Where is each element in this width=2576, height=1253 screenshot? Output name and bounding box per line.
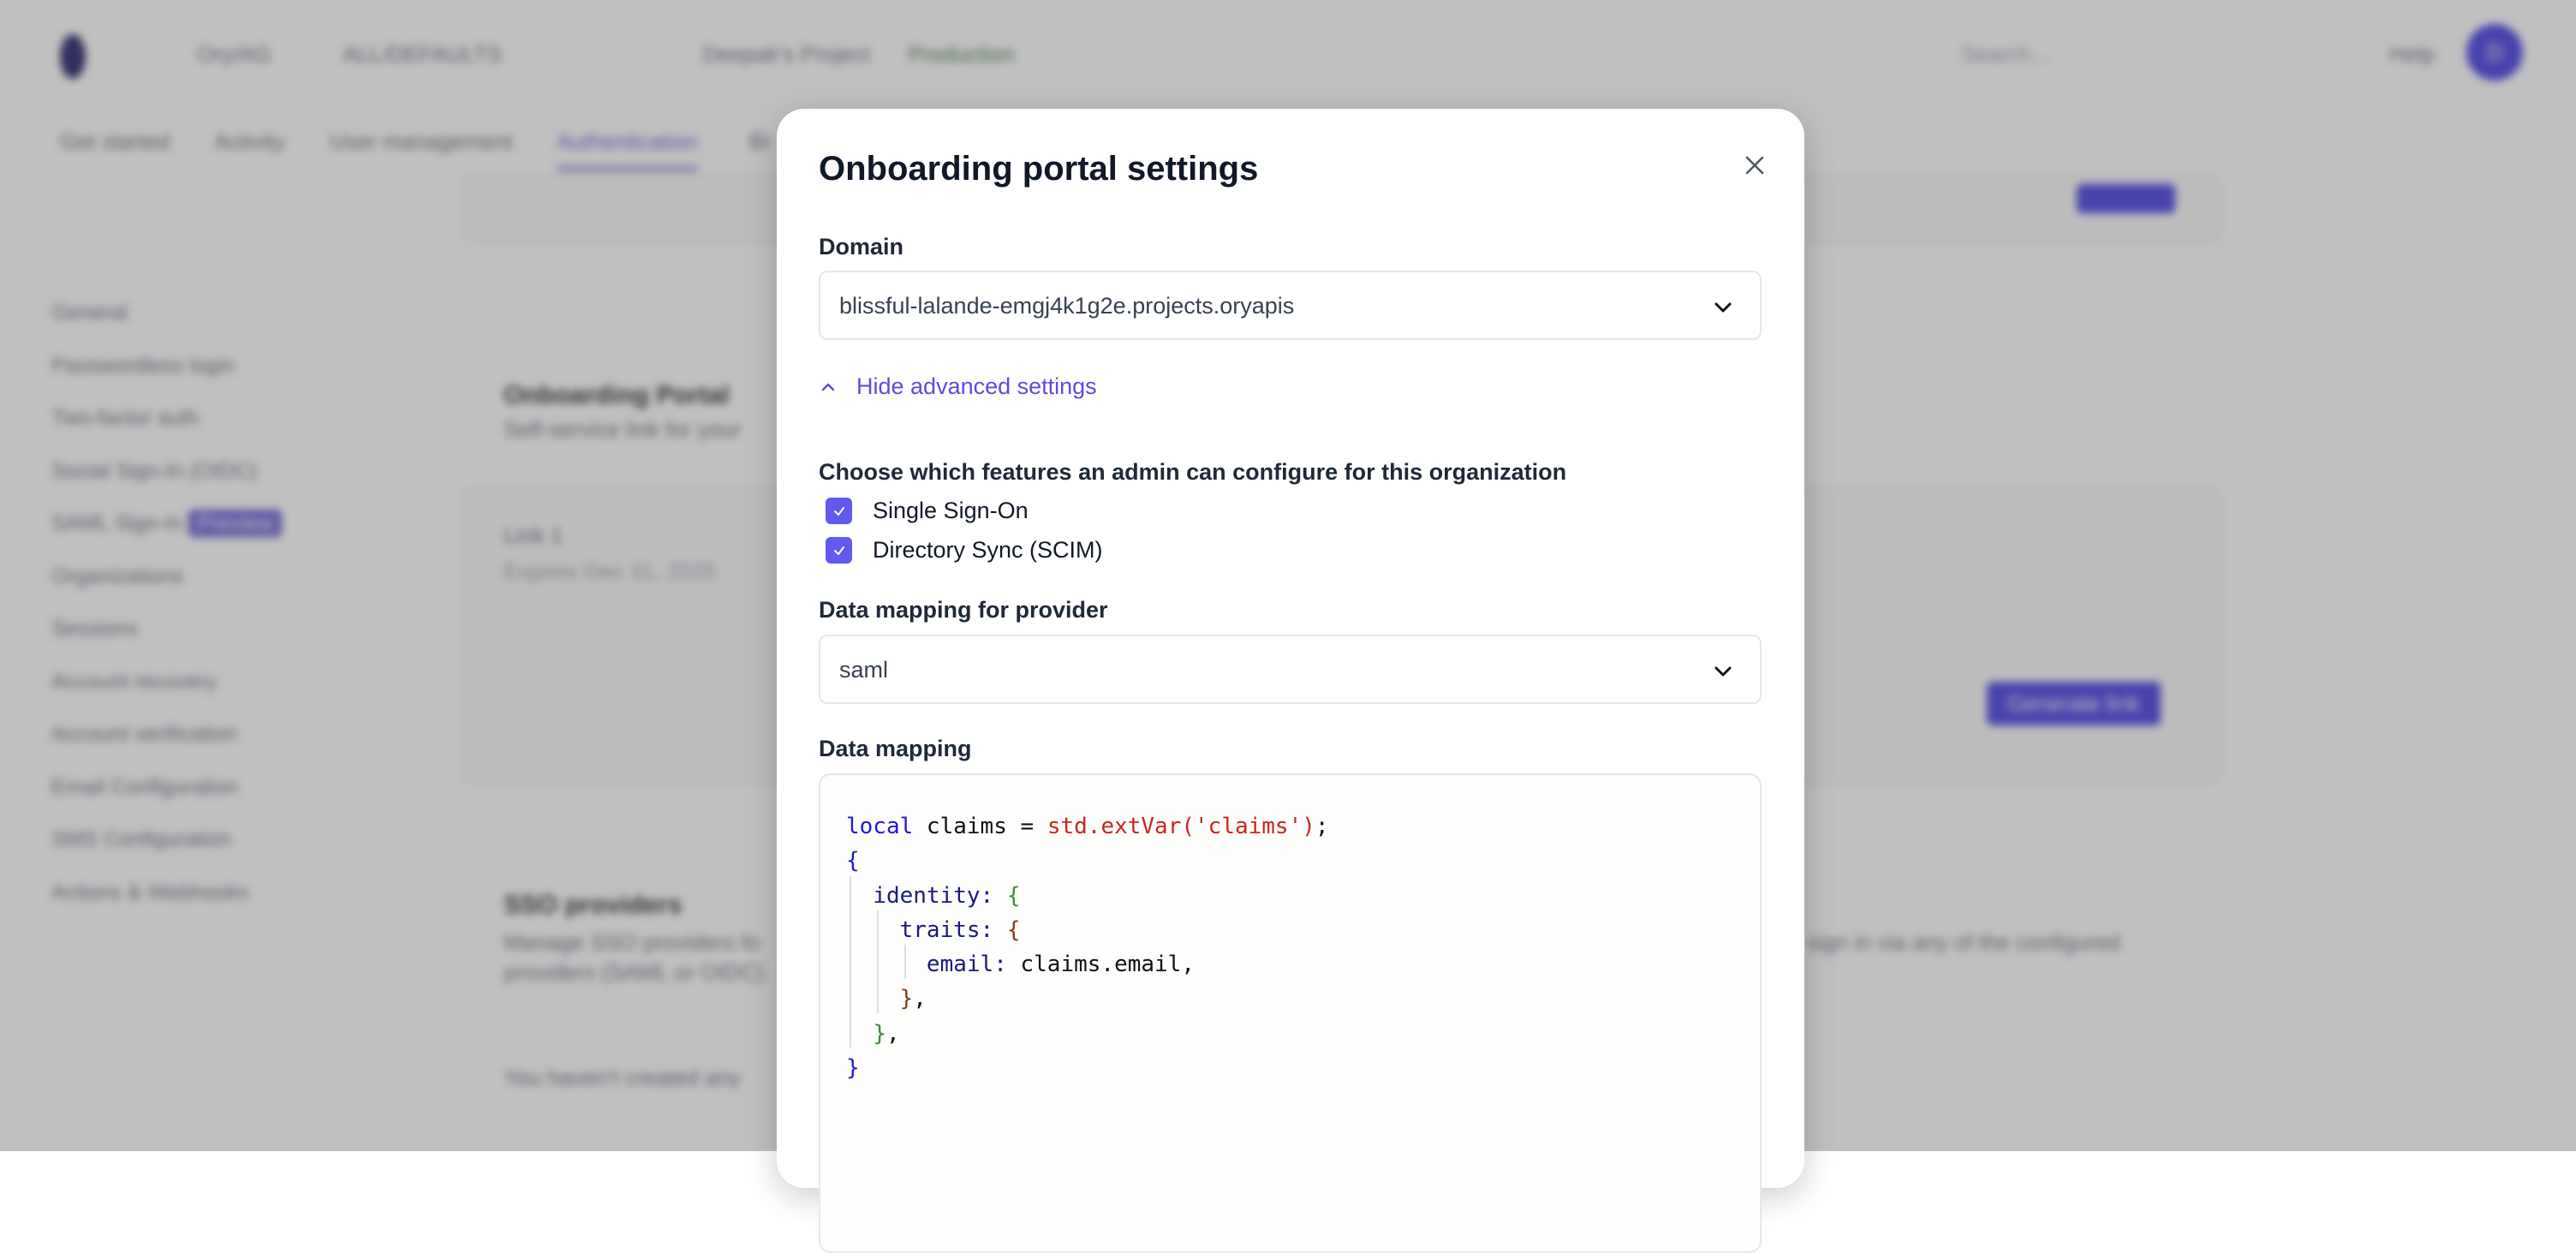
org-badge: ALL/DEFAULTS: [343, 41, 502, 67]
code-token: claims =: [913, 814, 1047, 839]
code-token: ,: [886, 1020, 900, 1047]
hide-advanced-settings-toggle[interactable]: Hide advanced settings: [819, 373, 1097, 400]
code-token: {: [846, 848, 860, 874]
feature-label: Single Sign-On: [873, 498, 1029, 523]
provider-label: Data mapping for provider: [819, 597, 1108, 623]
onboarding-settings-modal: Onboarding portal settings Domain blissf…: [777, 109, 1804, 1253]
indent-guide: [877, 910, 879, 1013]
tab-get-started[interactable]: Get started: [60, 128, 170, 154]
tab-user-management[interactable]: User management: [330, 128, 513, 154]
logo-icon: [60, 34, 86, 79]
sidebar-item-saml[interactable]: SAML Sign-In Preview: [51, 498, 283, 551]
sidebar-item-label: SAML Sign-In: [51, 511, 183, 535]
generate-link-button[interactable]: Generate link: [1987, 682, 2161, 725]
org-name[interactable]: Ory/AG: [197, 41, 271, 67]
code-token: ,: [913, 986, 927, 1012]
indent-guide: [850, 876, 851, 1047]
preview-badge: Preview: [188, 510, 283, 537]
tab-activity[interactable]: Activity: [214, 128, 285, 154]
avatar[interactable]: D: [2466, 24, 2523, 81]
sidebar-item-sessions[interactable]: Sessions: [51, 617, 139, 641]
sso-desc-right: sign in via any of the configured: [1807, 929, 2120, 955]
chevron-down-icon: [1714, 666, 1732, 677]
sidebar-item-actions[interactable]: Actions & Webhooks: [51, 880, 249, 904]
code-token: claims.email,: [1006, 952, 1195, 978]
sso-desc: Manage SSO providers fo: [504, 929, 760, 955]
hide-advanced-label: Hide advanced settings: [856, 373, 1097, 399]
sidebar-item-organizations[interactable]: Organizations: [51, 564, 184, 588]
feature-sso-checkbox[interactable]: Single Sign-On: [826, 498, 1029, 524]
sidebar-item-sms[interactable]: SMS Configuration: [51, 827, 231, 851]
code-content: local claims = std.extVar('claims'); { i…: [846, 809, 1329, 1085]
provider-value: saml: [839, 657, 889, 683]
sidebar: General Passwordless login Two-factor au…: [51, 287, 283, 919]
sidebar-item-email[interactable]: Email Configuration: [51, 774, 239, 799]
code-token: }: [873, 1020, 886, 1047]
sidebar-item-2fa[interactable]: Two-factor auth: [51, 406, 200, 430]
code-token: traits:: [899, 916, 994, 943]
search-input[interactable]: Search...: [1961, 41, 2051, 67]
code-token: identity:: [873, 882, 994, 909]
code-token: email:: [926, 952, 1007, 978]
sidebar-item-recovery[interactable]: Account recovery: [51, 669, 218, 694]
feature-label: Directory Sync (SCIM): [873, 537, 1103, 563]
help-link[interactable]: Help: [2389, 41, 2436, 67]
sso-empty: You haven't created any: [504, 1065, 742, 1090]
portal-title: Onboarding Portal: [504, 381, 730, 409]
tab-authentication[interactable]: Authentication: [557, 128, 698, 170]
link-name: Link 1: [504, 522, 564, 548]
sidebar-item-general[interactable]: General: [51, 301, 128, 325]
tab-branding[interactable]: Br: [749, 128, 772, 154]
sidebar-item-verification[interactable]: Account verification: [51, 722, 237, 746]
domain-label: Domain: [819, 234, 904, 260]
checkbox-checked[interactable]: [826, 537, 852, 564]
features-label: Choose which features an admin can confi…: [819, 459, 1567, 485]
code-token: {: [1006, 916, 1021, 943]
link-expiry: Expires Dec 31, 2025: [504, 558, 717, 584]
sso-desc-2: providers (SAML or OIDC): [504, 959, 764, 985]
domain-select[interactable]: blissful-lalande-emgj4k1g2e.projects.ory…: [819, 271, 1762, 340]
sidebar-item-passwordless[interactable]: Passwordless login: [51, 353, 235, 378]
env-badge: Production: [908, 41, 1015, 67]
code-token: std.extVar('claims'): [1046, 814, 1315, 839]
code-token: {: [1006, 882, 1021, 909]
chevron-down-icon: [1714, 302, 1732, 313]
provider-select[interactable]: saml: [819, 635, 1762, 704]
indent-guide: [904, 945, 906, 979]
chevron-up-icon: [821, 383, 835, 391]
close-icon[interactable]: [1738, 148, 1772, 182]
data-mapping-editor[interactable]: local claims = std.extVar('claims'); { i…: [819, 773, 1762, 1253]
checkbox-checked[interactable]: [826, 498, 852, 524]
sso-title: SSO providers: [504, 891, 683, 919]
domain-value: blissful-lalande-emgj4k1g2e.projects.ory…: [839, 293, 1295, 319]
feature-scim-checkbox[interactable]: Directory Sync (SCIM): [826, 537, 1103, 564]
project-name[interactable]: Deepak's Project: [702, 41, 870, 67]
code-token: }: [899, 986, 914, 1012]
modal-title: Onboarding portal settings: [819, 150, 1259, 188]
code-token: }: [846, 1055, 860, 1082]
sidebar-item-social[interactable]: Social Sign-In (OIDC): [51, 458, 258, 483]
top-card-button[interactable]: [2077, 184, 2175, 213]
code-token: ;: [1315, 814, 1329, 839]
data-mapping-label: Data mapping: [819, 736, 972, 761]
portal-subtitle: Self-service link for your: [504, 416, 742, 442]
check-icon: [833, 546, 844, 556]
code-token: local: [846, 814, 914, 839]
check-icon: [833, 506, 844, 516]
